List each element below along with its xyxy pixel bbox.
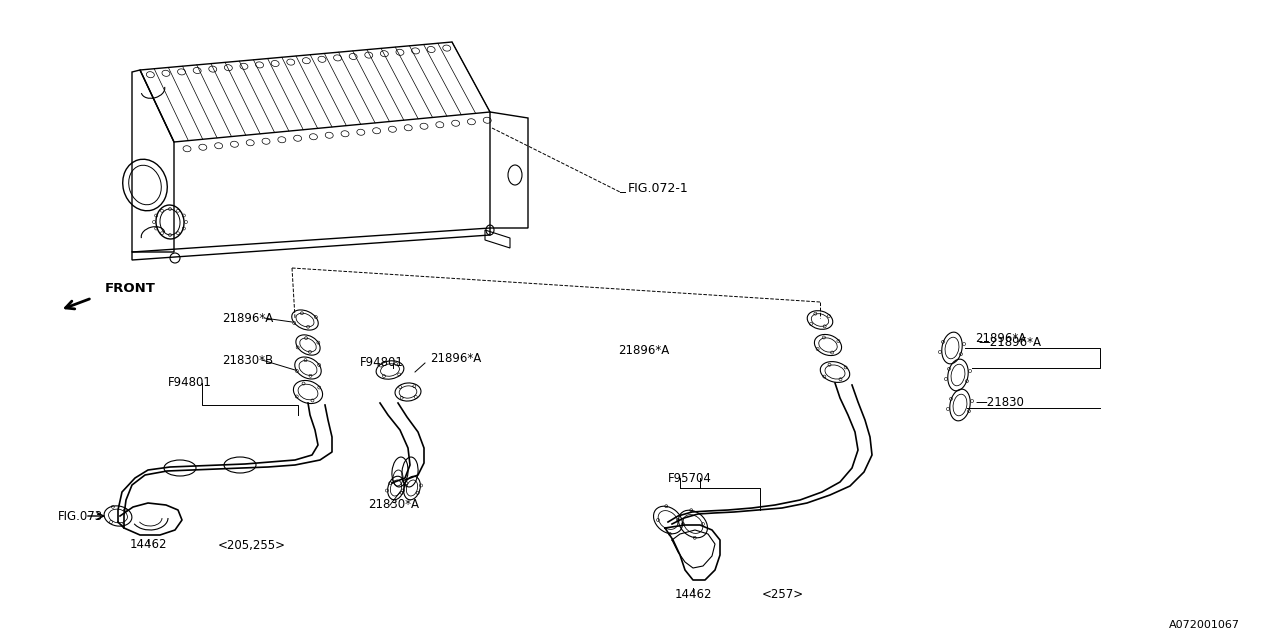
Text: <205,255>: <205,255> [218,538,285,552]
Text: FIG.072-1: FIG.072-1 [628,182,689,195]
Text: —21896*A: —21896*A [978,335,1041,349]
Text: 21896*A: 21896*A [221,312,273,324]
Text: <257>: <257> [762,589,804,602]
Text: 21896*A: 21896*A [430,351,481,365]
Text: 21896*A: 21896*A [975,332,1027,344]
Text: FRONT: FRONT [105,282,156,294]
Text: 21830*B: 21830*B [221,353,273,367]
Text: 21896*A: 21896*A [618,344,669,356]
Text: 14462: 14462 [675,589,712,602]
Text: —21830: —21830 [975,397,1024,410]
Text: A072001067: A072001067 [1169,620,1240,630]
Text: F94801: F94801 [168,376,212,390]
Text: F95704: F95704 [668,472,712,484]
Text: FIG.073: FIG.073 [58,509,104,522]
Text: 14462: 14462 [129,538,166,552]
Text: F94801: F94801 [360,356,404,369]
Text: 21830*A: 21830*A [369,499,419,511]
